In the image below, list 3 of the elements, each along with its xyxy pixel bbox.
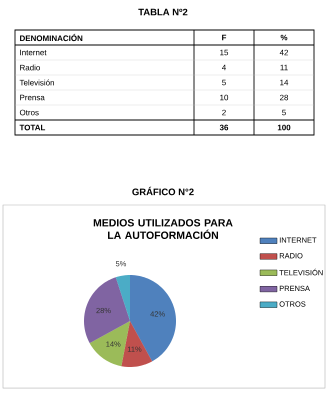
chart-title: GRÁFICO N°2 [132, 186, 194, 196]
chart-subtitle: MEDIOS UTILIZADOS PARA LA AUTOFORMACIÓN [94, 219, 233, 239]
text: TABLA Nº2 [138, 8, 188, 16]
